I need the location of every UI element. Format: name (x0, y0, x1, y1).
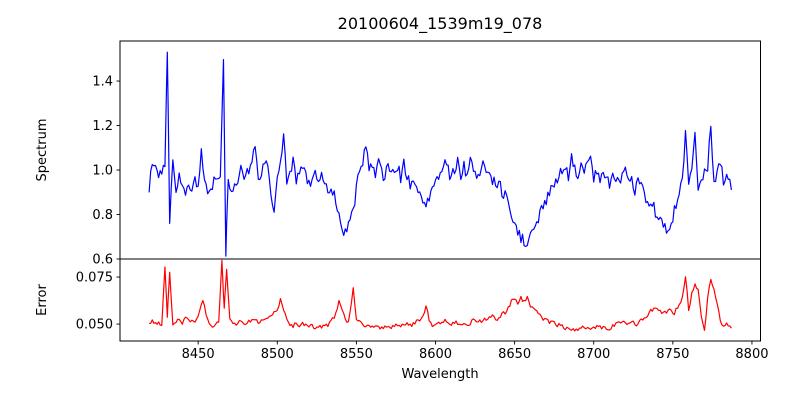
y-tick-label: 1.4 (92, 75, 113, 90)
y-tick-label: 0.050 (76, 318, 113, 333)
x-tick-label: 8650 (498, 347, 531, 362)
spectrum-panel: 0.6 0.8 1.0 1.2 1.4 (92, 51, 732, 268)
x-tick-label: 8600 (419, 347, 452, 362)
spectrum-line (148, 51, 732, 257)
spectrum-y-axis-label: Spectrum (35, 119, 50, 182)
x-tick-label: 8500 (261, 347, 294, 362)
error-axes-frame (119, 258, 761, 342)
x-tick-label: 8450 (182, 347, 215, 362)
y-tick-label: 0.8 (92, 208, 113, 223)
x-tick-label: 8800 (735, 347, 768, 362)
y-tick-label: 0.075 (76, 271, 113, 286)
chart-title: 20100604_1539m19_078 (338, 14, 543, 34)
error-panel: 8450 8500 8550 8600 8650 8700 8750 8800 0.050 0.0… (76, 259, 769, 362)
error-y-axis-label: Error (35, 284, 50, 316)
error-line (149, 259, 732, 332)
x-tick-label: 8750 (656, 347, 689, 362)
y-tick-label: 1.0 (92, 164, 113, 179)
x-tick-label: 8550 (340, 347, 373, 362)
y-tick-label: 0.6 (92, 253, 113, 268)
x-tick-label: 8700 (577, 347, 610, 362)
spectrum-axes-frame (119, 40, 761, 260)
x-axis-label: Wavelength (401, 367, 478, 382)
y-tick-label: 1.2 (92, 119, 113, 134)
